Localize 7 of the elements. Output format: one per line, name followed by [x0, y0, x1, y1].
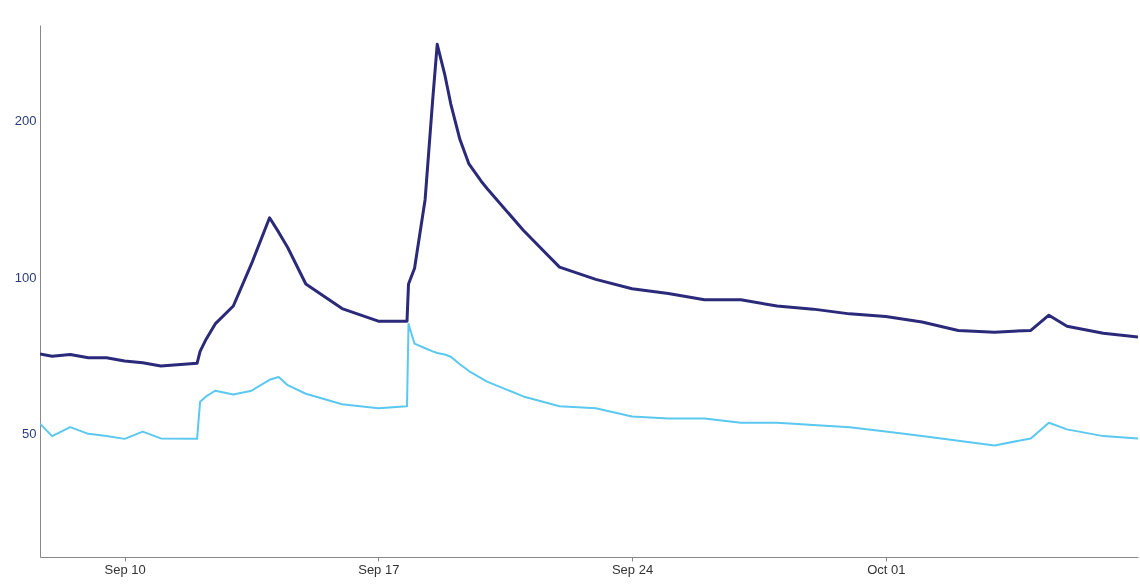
- y-tick-label: 100: [14, 269, 37, 285]
- x-tick-label: Sep 10: [104, 561, 146, 577]
- y-tick-label: 200: [14, 112, 37, 128]
- x-tick-label: Oct 01: [867, 561, 906, 577]
- x-tick-label: Sep 17: [358, 561, 400, 577]
- x-tick-label: Sep 24: [611, 561, 654, 577]
- y-tick-label: 50: [22, 426, 37, 442]
